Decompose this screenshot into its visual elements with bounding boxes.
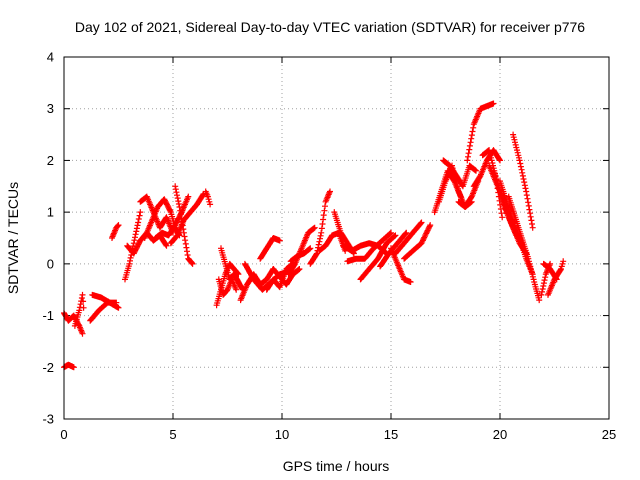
data-point-markers [344, 229, 394, 265]
series-tr13 [172, 183, 196, 267]
data-point-markers [215, 276, 240, 298]
y-tick-label: 1 [47, 205, 54, 220]
series-tr24 [287, 245, 314, 265]
series-tr45 [505, 193, 543, 304]
y-tick-label: -1 [42, 308, 54, 323]
x-tick-label: 15 [384, 427, 398, 442]
data-points [61, 100, 567, 371]
data-point-markers [172, 183, 196, 267]
y-tick-label: 2 [47, 153, 54, 168]
series-tr25 [307, 188, 333, 267]
series-tr21 [263, 260, 296, 293]
series-tr46 [510, 131, 536, 231]
data-point-markers [270, 266, 303, 288]
data-point-markers [257, 235, 283, 262]
data-point-markers [109, 222, 122, 241]
series-tr49 [540, 260, 560, 283]
x-tick-label: 10 [275, 427, 289, 442]
data-point-markers [401, 222, 434, 262]
x-tick-label: 5 [169, 427, 176, 442]
x-tick-label: 25 [602, 427, 616, 442]
x-tick-label: 0 [60, 427, 67, 442]
series-tr03 [71, 291, 87, 329]
data-point-markers [89, 291, 122, 311]
series-tr29 [344, 229, 394, 265]
data-point-markers [357, 232, 399, 283]
series-tr17 [218, 245, 246, 293]
series-tr39 [464, 100, 497, 164]
series-tr16 [215, 276, 240, 298]
data-point-markers [71, 291, 87, 329]
data-point-markers [263, 260, 296, 293]
series-tr34 [401, 222, 434, 262]
series-tr37 [440, 157, 479, 190]
y-tick-label: 4 [47, 50, 54, 65]
x-axis-label: GPS time / hours [283, 458, 390, 474]
plot-frame [63, 56, 610, 420]
data-point-markers [218, 245, 246, 293]
data-point-markers [440, 157, 479, 190]
y-tick-label: -2 [42, 360, 54, 375]
series-tr20 [257, 235, 283, 262]
series-tr05 [89, 291, 122, 311]
series-tr33 [392, 219, 425, 257]
data-point-markers [510, 131, 536, 231]
y-axis-label: SDTVAR / TECUs [5, 182, 21, 294]
x-tick-label: 20 [493, 427, 507, 442]
y-tick-label: -3 [42, 412, 54, 427]
series-tr06 [109, 222, 122, 241]
series-tr22 [270, 266, 303, 288]
data-point-markers [505, 193, 543, 304]
y-tick-label: 3 [47, 101, 54, 116]
series-tr14 [202, 188, 214, 208]
data-point-markers [307, 188, 333, 267]
data-point-markers [202, 188, 214, 208]
data-point-markers [540, 260, 560, 283]
data-point-markers [464, 100, 497, 164]
data-point-markers [287, 245, 314, 265]
axis-ticks: 0 5 10 15 20 25 -3 -2 -1 0 1 2 3 4 [42, 50, 616, 443]
y-tick-label: 0 [47, 256, 54, 271]
data-point-markers [392, 219, 425, 257]
chart-title: Day 102 of 2021, Sidereal Day-to-day VTE… [75, 19, 585, 35]
series-tr30 [357, 232, 399, 283]
